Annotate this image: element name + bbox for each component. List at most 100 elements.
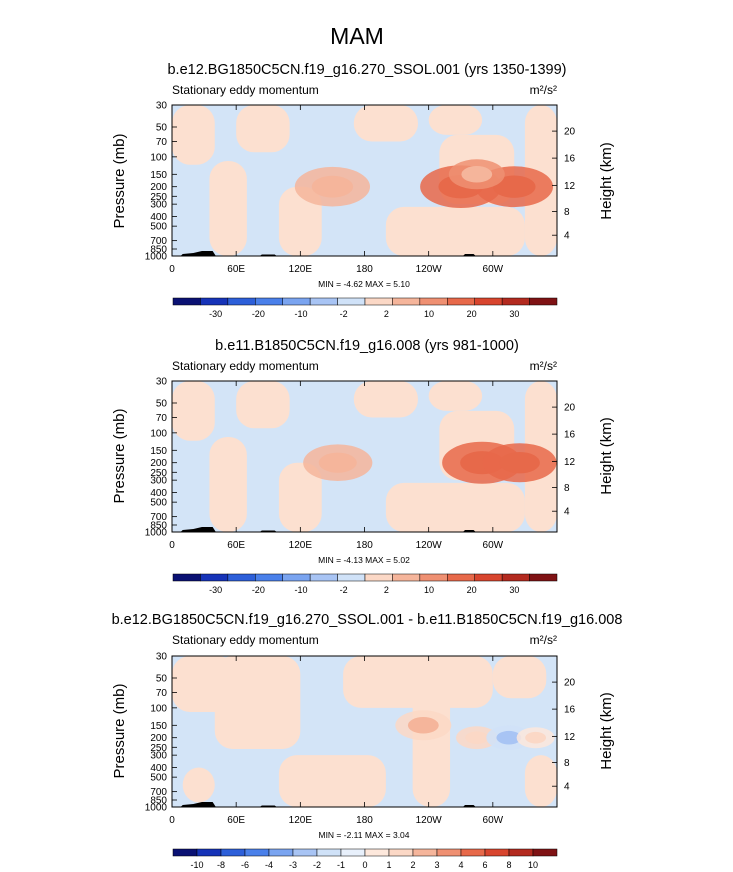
pressure-tick-label: 70 <box>156 413 168 424</box>
colorbar-swatch <box>508 848 534 857</box>
panel-2-x-tick-labels: 0 60E 120E 180 120W 60W <box>169 540 503 551</box>
pressure-tick-label: 300 <box>150 751 167 762</box>
height-tick-label: 8 <box>564 207 570 218</box>
panel-1-colorbar-labels: -30 -20 -10 -2 2 10 20 30 <box>209 309 519 319</box>
panel-2-left-label: Stationary eddy momentum <box>172 359 319 373</box>
positive-region <box>172 381 215 441</box>
panel-1-ylabel: Pressure (mb) <box>111 133 128 228</box>
panel-3-left-label: Stationary eddy momentum <box>172 633 319 647</box>
pressure-tick-label: 100 <box>150 152 167 163</box>
pressure-tick-label: 30 <box>156 101 168 112</box>
panel-1-colorbar <box>172 297 558 306</box>
feature-core <box>311 175 354 198</box>
panel-1-height-tick-labels: 20 16 12 8 4 <box>564 127 576 242</box>
colorbar-swatch <box>244 848 270 857</box>
pressure-tick-label: 1000 <box>145 803 168 814</box>
colorbar-label: 2 <box>410 860 415 870</box>
colorbar-swatch <box>337 297 366 306</box>
feature-core <box>496 730 522 745</box>
colorbar-swatch <box>292 848 318 857</box>
positive-region <box>278 462 322 532</box>
x-tick-label: 60W <box>483 815 504 826</box>
colorbar-swatch <box>255 573 283 582</box>
x-tick-label: 120W <box>416 815 443 826</box>
panel-3-x-tick-labels: 0 60E 120E 180 120W 60W <box>169 815 503 826</box>
pressure-tick-label: 850 <box>150 521 167 532</box>
positive-region <box>214 656 301 749</box>
pressure-tick-label: 500 <box>150 222 167 233</box>
colorbar-label: -6 <box>241 860 249 870</box>
x-tick-label: 180 <box>356 815 373 826</box>
pressure-tick-label: 50 <box>156 673 168 684</box>
positive-region <box>353 105 418 142</box>
colorbar-label: -1 <box>337 860 345 870</box>
x-tick-label: 60E <box>227 264 245 275</box>
height-tick-label: 16 <box>564 705 576 716</box>
colorbar-label: -3 <box>289 860 297 870</box>
panel-2-colorbar <box>172 573 558 582</box>
pressure-tick-label: 30 <box>156 377 168 388</box>
x-tick-label: 60W <box>483 540 504 551</box>
positive-region <box>385 482 525 532</box>
colorbar-label: -10 <box>294 309 307 319</box>
positive-region <box>172 105 215 165</box>
x-tick-label: 60E <box>227 540 245 551</box>
panel-2-y2label: Height (km) <box>598 417 615 495</box>
panel-2-colorbar-labels: -30 -20 -10 -2 2 10 20 30 <box>209 585 519 595</box>
feature-core <box>461 166 493 183</box>
positive-region <box>524 755 557 807</box>
figure-title: MAM <box>330 23 384 49</box>
colorbar-label: -2 <box>340 585 348 595</box>
colorbar-label: -10 <box>294 585 307 595</box>
colorbar-label: 3 <box>434 860 439 870</box>
positive-region <box>278 186 322 256</box>
positive-region <box>492 656 547 699</box>
pressure-tick-label: 700 <box>150 512 167 523</box>
colorbar-label: 20 <box>467 585 477 595</box>
positive-region <box>236 105 290 153</box>
height-tick-label: 4 <box>564 507 570 518</box>
pressure-tick-label: 250 <box>150 192 167 203</box>
colorbar-label: 10 <box>528 860 538 870</box>
feature-core <box>525 731 547 744</box>
colorbar-swatch <box>200 573 229 582</box>
pressure-tick-label: 250 <box>150 468 167 479</box>
colorbar-swatch <box>460 848 486 857</box>
colorbar-swatch <box>337 573 366 582</box>
positive-region <box>236 381 290 429</box>
colorbar-label: -20 <box>252 309 265 319</box>
height-tick-label: 12 <box>564 457 576 468</box>
pressure-tick-label: 70 <box>156 137 168 148</box>
height-tick-label: 8 <box>564 483 570 494</box>
colorbar-swatch <box>309 573 338 582</box>
colorbar-label: 30 <box>509 309 519 319</box>
positive-region <box>278 755 386 807</box>
panel-3-y2label: Height (km) <box>598 692 615 770</box>
height-tick-label: 12 <box>564 181 576 192</box>
x-tick-label: 60E <box>227 815 245 826</box>
colorbar-swatch <box>474 573 503 582</box>
panel-1-min-max: MIN = -4.62 MAX = 5.10 <box>318 279 410 289</box>
panel-2-plot-area <box>171 380 558 533</box>
pressure-tick-label: 700 <box>150 787 167 798</box>
pressure-tick-label: 250 <box>150 743 167 754</box>
x-tick-label: 0 <box>169 264 175 275</box>
panel-3-ylabel: Pressure (mb) <box>111 683 128 778</box>
colorbar-swatch <box>309 297 338 306</box>
colorbar-label: -2 <box>340 309 348 319</box>
x-tick-label: 0 <box>169 540 175 551</box>
height-tick-label: 20 <box>564 678 576 689</box>
pressure-tick-label: 50 <box>156 122 168 133</box>
x-tick-label: 180 <box>356 540 373 551</box>
x-tick-label: 180 <box>356 264 373 275</box>
height-tick-label: 12 <box>564 732 576 743</box>
x-tick-label: 120W <box>416 264 443 275</box>
colorbar-label: -4 <box>265 860 273 870</box>
panel-1-plot-area <box>171 104 558 257</box>
panel-2-height-tick-labels: 20 16 12 8 4 <box>564 403 576 518</box>
colorbar-swatch <box>392 297 421 306</box>
pressure-tick-label: 70 <box>156 688 168 699</box>
